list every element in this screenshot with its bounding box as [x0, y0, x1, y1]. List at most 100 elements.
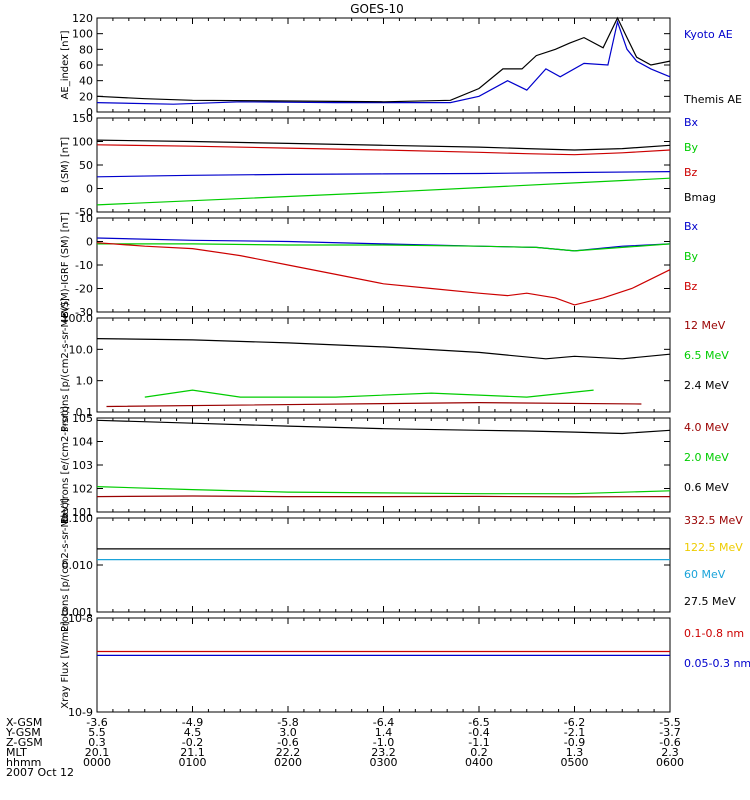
footer-row-label: hhmm — [6, 756, 41, 769]
y-tick-label: 20 — [79, 90, 93, 103]
footer-value: 0000 — [83, 756, 111, 769]
y-tick-label: 0.1 — [76, 406, 94, 419]
footer-value: 23.2 — [371, 746, 396, 759]
y-tick-label: 104 — [72, 436, 93, 449]
footer-value: 21.1 — [180, 746, 205, 759]
footer-value: 0100 — [179, 756, 207, 769]
series-line — [96, 177, 671, 206]
plot-frame — [96, 317, 671, 413]
footer-value: -5.5 — [659, 716, 680, 729]
footer-value: 0600 — [656, 756, 684, 769]
footer-value: -0.6 — [659, 736, 680, 749]
footer-value: -5.8 — [277, 716, 298, 729]
series-line — [96, 16, 671, 103]
legend-entry: Bmag — [684, 191, 716, 204]
footer-value: 0200 — [274, 756, 302, 769]
y-tick-label: 10-9 — [68, 706, 93, 719]
footer-value: -0.9 — [564, 736, 585, 749]
plot-frame — [96, 217, 671, 313]
legend-entry: 332.5 MeV — [684, 514, 743, 527]
footer-value: 3.0 — [279, 726, 297, 739]
series-line — [96, 19, 671, 105]
series-line — [97, 243, 671, 252]
y-tick-label: 60 — [79, 59, 93, 72]
legend-entry: 4.0 MeV — [684, 421, 729, 434]
footer-value: 5.5 — [88, 726, 106, 739]
footer-value: -1.0 — [373, 736, 394, 749]
footer-value: -6.5 — [468, 716, 489, 729]
chart-panel-2: -50 0 50 100 150 B (SM) [nT] Bx By Bz Bmag — [60, 112, 716, 219]
footer-row-label: MLT — [6, 746, 27, 759]
series-line — [96, 139, 671, 151]
y-tick-label: 0 — [86, 236, 93, 249]
y-tick-label: -20 — [75, 283, 93, 296]
footer-value: -6.4 — [373, 716, 394, 729]
footer-value: 1.4 — [375, 726, 393, 739]
footer-value: -3.7 — [659, 726, 680, 739]
series-line — [106, 401, 642, 408]
series-line — [96, 242, 671, 306]
y-axis-label: B (SM) [nT] — [60, 137, 71, 193]
y-axis-label: Xray Flux [W/m2] — [60, 621, 71, 708]
series-line — [144, 389, 594, 398]
legend-entry: Bx — [684, 220, 699, 233]
y-tick-label: 105 — [72, 412, 93, 425]
footer-value: 4.5 — [184, 726, 202, 739]
y-tick-label: 0.100 — [62, 512, 94, 525]
series-line — [96, 486, 671, 495]
y-tick-label: 0.010 — [62, 559, 94, 572]
plot-title: GOES-10 — [350, 2, 404, 16]
y-axis-label: AE_index [nT] — [60, 30, 71, 99]
footer-row-label: X-GSM — [6, 716, 42, 729]
y-axis-label: Protons [p/(cm2-s-sr-MeV)] — [60, 498, 71, 632]
footer-row-label: Y-GSM — [5, 726, 41, 739]
footer-value: -4.9 — [182, 716, 203, 729]
footer-value: 0400 — [465, 756, 493, 769]
legend-entry: Bz — [684, 166, 698, 179]
footer-value: 22.2 — [276, 746, 301, 759]
footer-value: 0.2 — [470, 746, 488, 759]
legend-entry: 12 MeV — [684, 319, 726, 332]
y-tick-label: 10-8 — [68, 612, 93, 625]
y-tick-label: 40 — [79, 75, 93, 88]
y-tick-label: 0.001 — [62, 606, 94, 619]
footer-value: 1.3 — [566, 746, 584, 759]
series-line — [96, 419, 671, 435]
y-tick-label: 1.0 — [76, 375, 94, 388]
footer-value: -0.6 — [277, 736, 298, 749]
y-tick-label: 101 — [72, 506, 93, 519]
legend-entry: Kyoto AE — [684, 28, 733, 41]
footer-value: 20.1 — [85, 746, 110, 759]
footer-value: -0.4 — [468, 726, 489, 739]
y-axis-label: Electrons [e/(cm2-s-sr)] — [60, 406, 71, 524]
legend-entry: Themis AE — [683, 93, 742, 106]
legend-entry: 2.0 MeV — [684, 451, 729, 464]
y-tick-label: -30 — [75, 306, 93, 319]
y-tick-label: 80 — [79, 43, 93, 56]
footer-value: 0500 — [561, 756, 589, 769]
y-tick-label: 100 — [72, 136, 93, 149]
series-line — [96, 338, 671, 360]
y-tick-label: 100 — [72, 28, 93, 41]
legend-entry: By — [684, 141, 699, 154]
y-tick-label: 150 — [72, 112, 93, 125]
legend-entry: By — [684, 250, 699, 263]
legend-entry: 60 MeV — [684, 568, 726, 581]
series-line — [96, 144, 671, 156]
footer-value: -6.2 — [564, 716, 585, 729]
plot-frame — [96, 617, 671, 713]
footer-value: 0300 — [370, 756, 398, 769]
footer-value: 0.3 — [88, 736, 106, 749]
plot-frame — [96, 517, 671, 613]
y-tick-label: -50 — [75, 206, 93, 219]
y-tick-label: 102 — [72, 483, 93, 496]
y-tick-label: 100.0 — [62, 312, 94, 325]
series-line — [96, 495, 671, 498]
legend-entry: 2.4 MeV — [684, 379, 729, 392]
